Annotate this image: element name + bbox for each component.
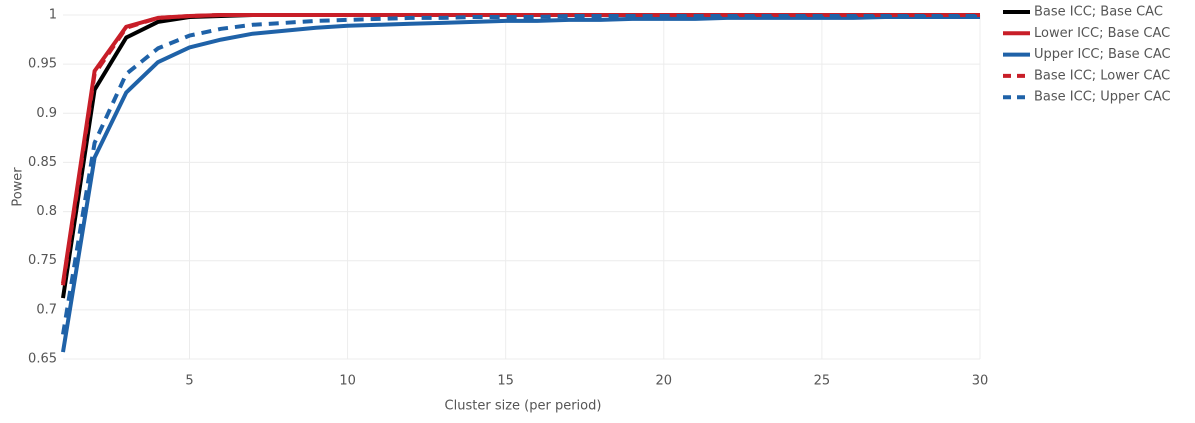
- line-series: [61, 13, 980, 284]
- x-tick-label: 10: [339, 374, 356, 389]
- line-series: [61, 13, 980, 286]
- x-tick-label: 15: [497, 374, 514, 389]
- y-tick-label: 0.7: [36, 302, 57, 317]
- line-series: [61, 15, 980, 353]
- x-tick-label: 30: [972, 374, 989, 389]
- legend-label: Base ICC; Upper CAC: [1034, 90, 1171, 105]
- legend-label: Base ICC; Base CAC: [1034, 5, 1163, 20]
- legend-label: Lower ICC; Base CAC: [1034, 26, 1170, 41]
- y-tick-label: 0.75: [28, 253, 57, 268]
- legend-label: Upper ICC; Base CAC: [1034, 47, 1171, 62]
- x-tick-label: 5: [185, 374, 193, 389]
- legend-label: Base ICC; Lower CAC: [1034, 68, 1170, 83]
- x-axis-title: Cluster size (per period): [445, 399, 602, 414]
- y-tick-label: 0.95: [28, 57, 57, 72]
- x-tick-label: 25: [814, 374, 831, 389]
- y-tick-label: 1: [49, 8, 57, 23]
- y-tick-label: 0.8: [36, 204, 57, 219]
- y-tick-label: 0.65: [28, 352, 57, 367]
- y-tick-label: 0.85: [28, 155, 57, 170]
- y-axis-title: Power: [11, 167, 26, 207]
- y-tick-label: 0.9: [36, 106, 57, 121]
- line-series: [61, 13, 980, 299]
- x-tick-label: 20: [656, 374, 673, 389]
